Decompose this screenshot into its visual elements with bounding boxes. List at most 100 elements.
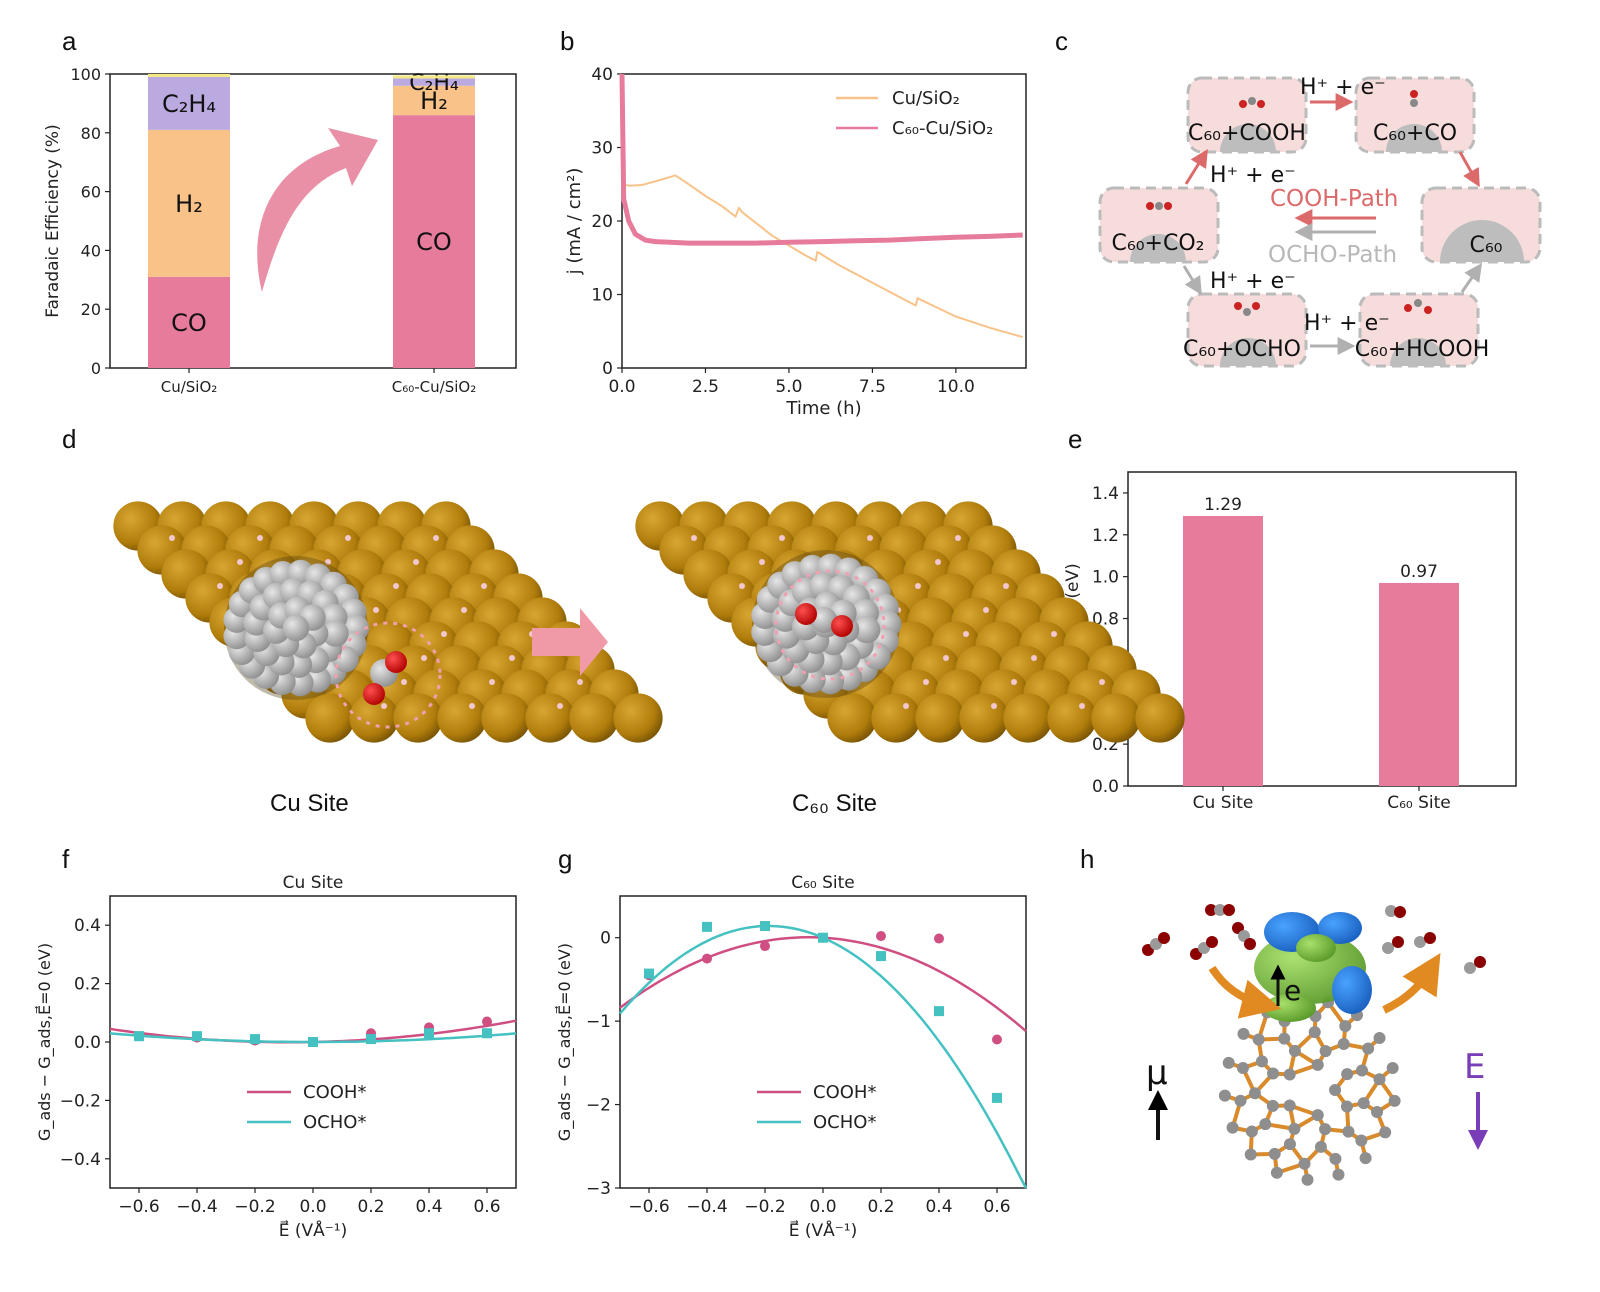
cage-bond xyxy=(1319,1145,1337,1161)
adsorption-site xyxy=(691,535,697,541)
data-point-g xyxy=(934,1006,944,1017)
data-point-g xyxy=(876,951,886,962)
cage-bond xyxy=(1361,1068,1381,1082)
cu-atom xyxy=(377,501,427,551)
arrow-in-orange xyxy=(1208,965,1282,1019)
adsorption-site xyxy=(895,607,901,613)
cu-atom xyxy=(911,645,961,695)
data-point-f xyxy=(366,1028,376,1039)
data-point-f xyxy=(192,1032,202,1043)
cage-bond xyxy=(1276,1161,1306,1175)
panel-letter-d: d xyxy=(62,424,77,454)
highlight-ring-right xyxy=(774,569,886,681)
adsorption-site xyxy=(237,559,243,565)
cage-atom xyxy=(1355,1064,1368,1077)
carbon-atom xyxy=(322,620,349,647)
cage-atom xyxy=(1342,1125,1355,1138)
xtick-label-a: C₆₀-Cu/SiO₂ xyxy=(392,378,476,396)
bar-segment-a xyxy=(148,276,230,368)
carbon-atom xyxy=(819,628,848,656)
ytick-label-g: 0 xyxy=(600,929,611,949)
cu-atom xyxy=(613,693,663,743)
cu-atom xyxy=(751,573,801,623)
cu-atom xyxy=(181,525,231,575)
ytick-label-a: 20 xyxy=(81,300,101,319)
adsorption-site xyxy=(1079,703,1085,709)
panel-letter-h: h xyxy=(1080,844,1095,874)
carbon-atom xyxy=(297,580,324,607)
carbon-atom xyxy=(851,599,880,627)
cu-atom xyxy=(999,645,1049,695)
step-label-3: H⁺ + e⁻ xyxy=(1210,269,1296,294)
adsorption-site xyxy=(955,535,961,541)
cu-atom xyxy=(979,669,1029,719)
cu-atom xyxy=(405,573,455,623)
ytick-label-e: 0.0 xyxy=(1092,777,1119,797)
adsorption-site xyxy=(807,607,813,613)
data-point-g xyxy=(644,968,654,979)
xtick-label-g: −0.2 xyxy=(744,1197,785,1217)
bar-segment-a xyxy=(393,85,475,116)
node-label-c60-co: C₆₀+CO xyxy=(1373,121,1457,146)
cu-atom xyxy=(727,549,777,599)
adsorption-site xyxy=(557,703,563,709)
cage-atom xyxy=(1311,1109,1324,1122)
cu-atom xyxy=(293,549,343,599)
node-label-c60: C₆₀ xyxy=(1470,233,1503,258)
data-point-f xyxy=(482,1028,492,1039)
panel-letter-f: f xyxy=(62,844,70,874)
co-molecule-left xyxy=(363,651,407,705)
cu-atom xyxy=(931,621,981,671)
bar-segment-a xyxy=(393,75,475,79)
carbon-atom xyxy=(332,646,359,673)
cu-atom xyxy=(815,549,865,599)
cu-atom xyxy=(401,525,451,575)
cu-atom xyxy=(707,573,757,623)
cage-bond xyxy=(1288,1128,1297,1145)
cu-atom xyxy=(731,597,781,647)
cu-atom xyxy=(959,693,1009,743)
segment-label-a: H₂ xyxy=(420,87,448,115)
cu-atom xyxy=(859,549,909,599)
adsorption-site xyxy=(217,583,223,589)
cu-atom xyxy=(225,525,275,575)
data-point-g xyxy=(992,1034,1002,1045)
xlabel-b: Time (h) xyxy=(785,398,861,419)
cu-atom xyxy=(161,549,211,599)
cage-atom xyxy=(1248,1087,1261,1100)
cu-atom xyxy=(879,525,929,575)
node-c60-co2: C₆₀+CO₂ xyxy=(1098,186,1220,264)
cu-atom xyxy=(823,645,873,695)
cage-atom xyxy=(1237,1027,1250,1040)
cu-atom xyxy=(1015,573,1065,623)
adsorption-site xyxy=(313,679,319,685)
cage-bond xyxy=(1260,1060,1275,1075)
ytick-label-a: 60 xyxy=(81,183,101,202)
cu-atom xyxy=(337,549,387,599)
cage-atom xyxy=(1319,1045,1332,1058)
adsorption-site xyxy=(381,703,387,709)
xtick-label-b: 7.5 xyxy=(859,377,886,397)
xtick-label-f: −0.2 xyxy=(234,1197,275,1217)
cage-atom xyxy=(1388,1094,1401,1107)
carbon-atom xyxy=(816,667,845,695)
cage-bond xyxy=(1253,1091,1274,1108)
ytick-label-e: 1.2 xyxy=(1092,526,1119,546)
bar-segment-a xyxy=(148,76,230,130)
carbon-atom xyxy=(851,566,879,594)
ylabel-b: j (mA / cm²) xyxy=(564,168,585,276)
cage-atom xyxy=(1355,1134,1368,1147)
cage-atom xyxy=(1266,1099,1279,1112)
cu-atom xyxy=(361,573,411,623)
cage-bond xyxy=(1282,1000,1299,1023)
adsorption-site xyxy=(401,679,407,685)
adsorption-site xyxy=(1031,655,1037,661)
carbon-atom xyxy=(340,631,367,658)
carbon-atom xyxy=(863,642,891,670)
cage-atom xyxy=(1319,1123,1332,1136)
carbon-atom xyxy=(285,651,313,678)
cage-bond xyxy=(1303,1145,1323,1166)
plot-frame-f xyxy=(109,895,517,1189)
cage-bond xyxy=(1282,1037,1297,1053)
